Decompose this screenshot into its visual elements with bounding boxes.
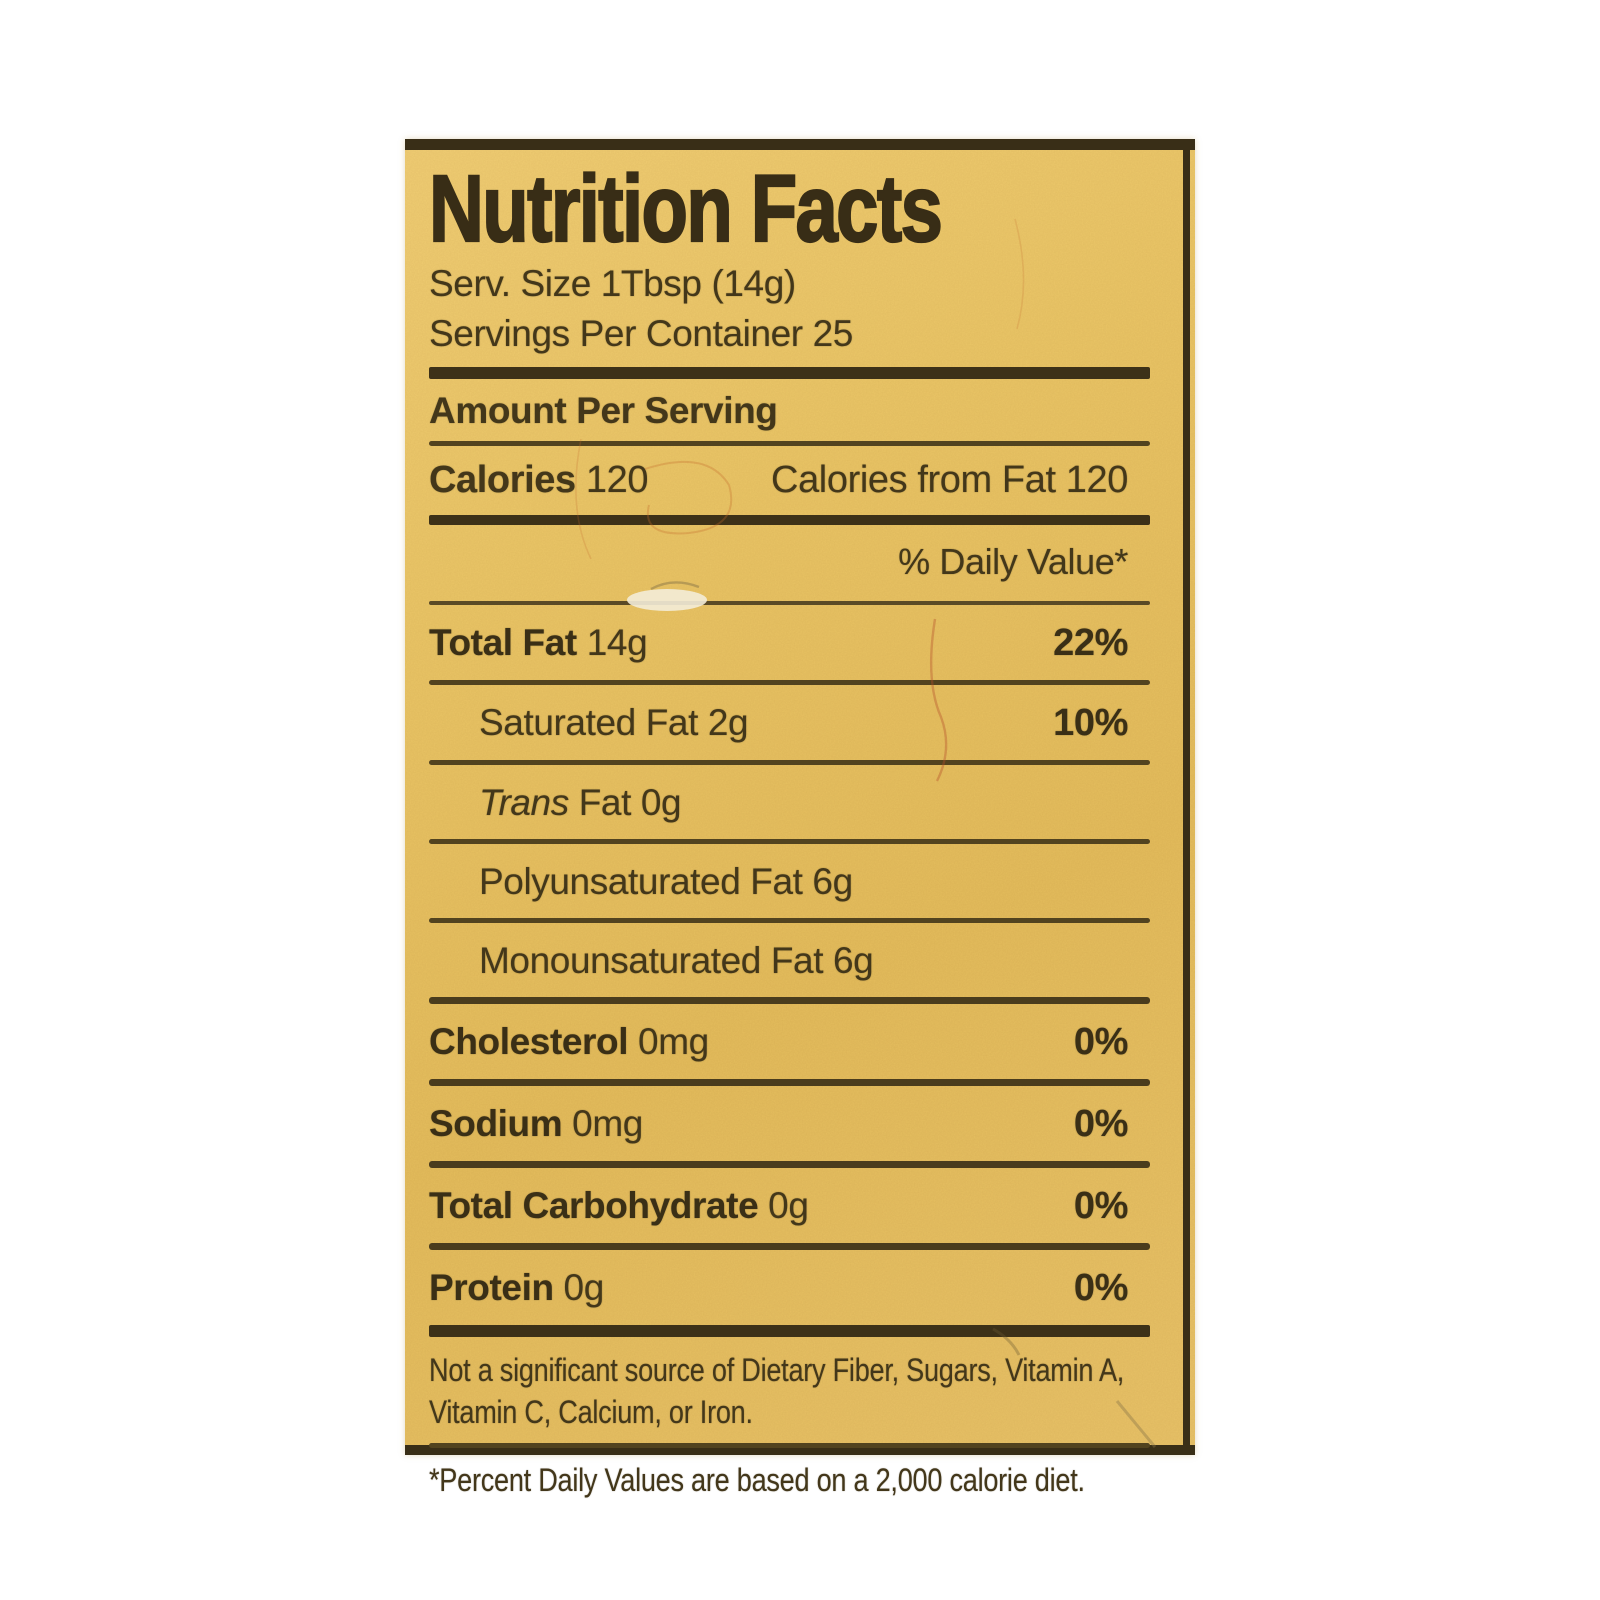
nutrient-name: Total Fat 14g	[429, 622, 648, 663]
calories-row: Calories 120 Calories from Fat 120	[429, 446, 1150, 515]
nutrient-name: Monounsaturated Fat 6g	[479, 940, 874, 981]
nutrient-name: Protein 0g	[429, 1267, 604, 1308]
calories-from-fat: Calories from Fat 120	[771, 459, 1128, 501]
thick-separator	[429, 515, 1150, 525]
nutrient-name: Total Carbohydrate 0g	[429, 1185, 809, 1226]
label-right-border	[1183, 139, 1190, 1455]
daily-value-percent: 10%	[1053, 702, 1128, 744]
nutrient-row-saturated-fat: Saturated Fat 2g 10%	[429, 685, 1150, 760]
nutrient-name: Polyunsaturated Fat 6g	[479, 861, 853, 902]
nutrition-facts-label: Nutrition Facts Serv. Size 1Tbsp (14g) S…	[405, 139, 1195, 1497]
separator	[429, 760, 1150, 765]
nutrient-row-protein: Protein 0g 0%	[429, 1250, 1150, 1325]
daily-value-percent: 22%	[1053, 622, 1128, 664]
separator	[429, 918, 1150, 923]
daily-value-percent: 0%	[1073, 1267, 1129, 1309]
nutrient-row-cholesterol: Cholesterol 0mg 0%	[429, 1004, 1150, 1079]
nutrient-row-monounsaturated-fat: Monounsaturated Fat 6g	[429, 923, 1150, 997]
serving-size-line: Serv. Size 1Tbsp (14g)	[429, 263, 796, 304]
percent-daily-value-footnote: *Percent Daily Values are based on a 2,0…	[429, 1462, 1085, 1498]
nutrient-row-sodium: Sodium 0mg 0%	[429, 1086, 1150, 1161]
daily-value-header: % Daily Value*	[898, 541, 1128, 582]
nutrient-row-total-carbohydrate: Total Carbohydrate 0g 0%	[429, 1168, 1150, 1243]
servings-per-container-line: Servings Per Container 25	[429, 313, 853, 354]
separator	[429, 680, 1150, 685]
nutrient-row-total-fat: Total Fat 14g 22%	[429, 605, 1150, 680]
daily-value-percent: 0%	[1073, 1185, 1129, 1227]
daily-value-percent: 0%	[1073, 1103, 1129, 1145]
separator	[429, 441, 1150, 446]
separator	[429, 1243, 1150, 1250]
separator	[429, 1079, 1150, 1086]
nutrient-row-trans-fat: Trans Fat 0g	[429, 765, 1150, 839]
nutrient-name: Saturated Fat 2g	[479, 702, 749, 743]
nutrient-name: Sodium 0mg	[429, 1103, 643, 1144]
nutrient-row-polyunsaturated-fat: Polyunsaturated Fat 6g	[429, 844, 1150, 918]
thick-separator	[429, 367, 1150, 379]
calories-value: Calories 120	[429, 459, 649, 501]
nutrient-name: Trans Fat 0g	[479, 782, 682, 823]
label-content: Nutrition Facts Serv. Size 1Tbsp (14g) S…	[428, 150, 1150, 1497]
daily-value-percent: 0%	[1073, 1021, 1129, 1063]
not-significant-source-note: Not a significant source of Dietary Fibe…	[429, 1352, 1125, 1430]
separator	[429, 1443, 1150, 1448]
label-title: Nutrition Facts	[428, 156, 944, 262]
nutrient-name: Cholesterol 0mg	[429, 1021, 709, 1062]
separator	[429, 997, 1150, 1004]
thick-separator	[429, 1325, 1150, 1337]
amount-per-serving-heading: Amount Per Serving	[429, 390, 778, 431]
separator	[429, 839, 1150, 844]
label-bottom-border	[405, 1445, 1195, 1455]
separator	[429, 1161, 1150, 1168]
separator	[429, 601, 1150, 605]
label-top-border	[405, 139, 1195, 150]
